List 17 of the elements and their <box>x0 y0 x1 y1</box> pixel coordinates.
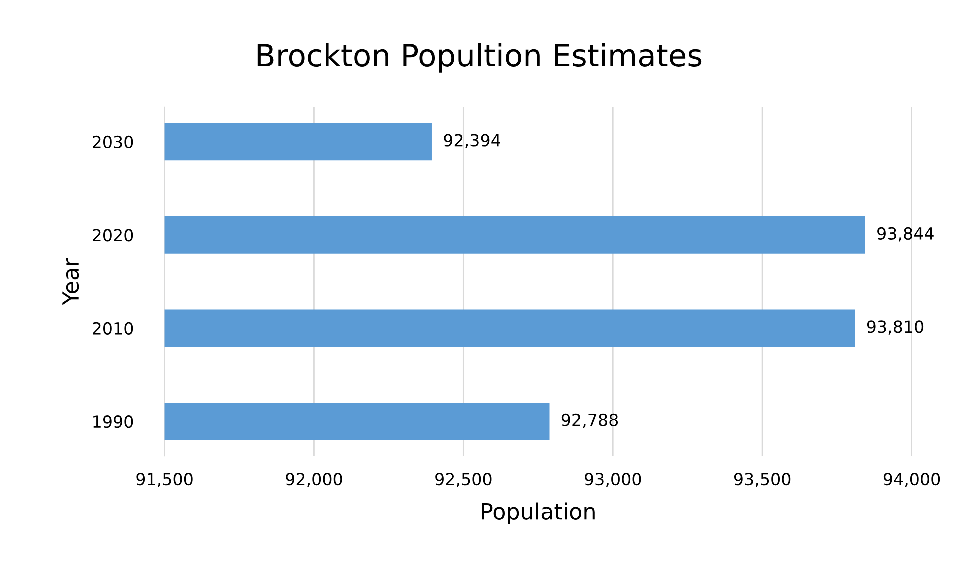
y-axis-title: Year <box>62 258 80 306</box>
y-tick-label: 1990 <box>94 416 134 428</box>
data-label: 92,788 <box>562 414 618 428</box>
chart-title: Brockton Popultion Estimates <box>258 43 702 73</box>
data-label: 93,844 <box>878 227 934 242</box>
x-tick-label: 92,500 <box>436 473 492 488</box>
x-tick-label: 92,000 <box>286 473 342 488</box>
x-axis-title: Population <box>482 502 595 524</box>
x-tick-label: 93,500 <box>734 473 791 488</box>
data-label: 93,810 <box>867 320 924 335</box>
x-tick-label: 93,000 <box>585 473 642 488</box>
x-tick-label: 91,500 <box>136 473 193 488</box>
y-tick-label: 2010 <box>93 322 134 335</box>
y-tick-label: 2030 <box>93 136 134 149</box>
data-label: 92,394 <box>444 134 500 149</box>
x-tick-label: 94,000 <box>884 473 940 488</box>
y-tick-label: 2020 <box>93 229 134 242</box>
